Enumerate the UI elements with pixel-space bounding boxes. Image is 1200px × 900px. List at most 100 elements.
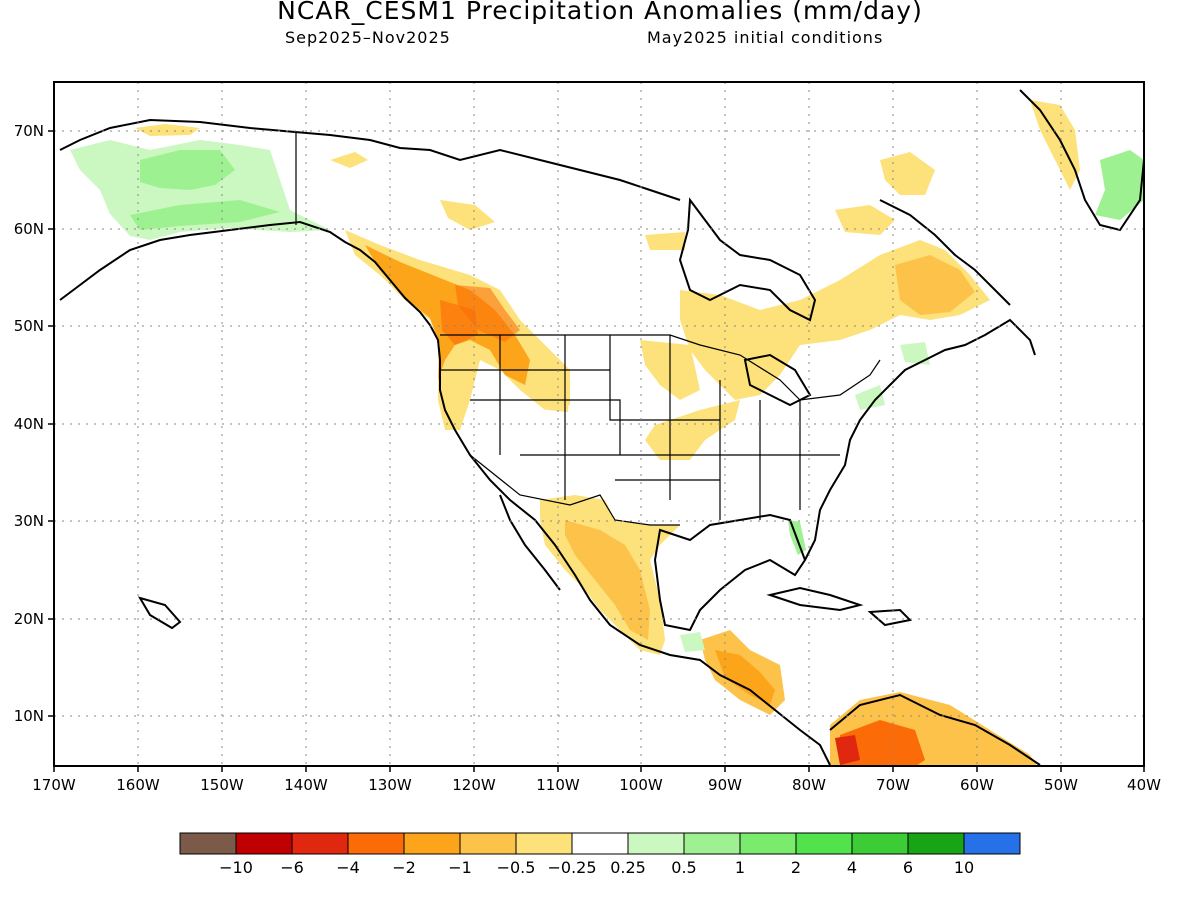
forecast-period: Sep2025–Nov2025 [285,28,451,47]
south-america-coast [829,693,1041,766]
midwest-dry [645,400,740,460]
lat-label-40n: 40N [14,415,44,433]
anomaly-shading [70,100,1144,766]
baffin-dry [880,152,935,195]
south-america-dry-core [840,720,925,766]
colorbar-swatch [347,832,405,855]
cuba [766,586,864,612]
alaska-wet-core [140,150,235,190]
colorbar-label: −10 [219,858,253,877]
mexico-dry-core [565,520,650,640]
lon-label-90w: 90W [708,776,742,794]
arctic-dry-spot-2 [645,232,685,250]
lat-label-70n: 70N [14,122,44,140]
greenland-wet [1095,150,1144,220]
lon-label-150w: 150W [200,776,244,794]
lat-labels: 70N 60N 50N 40N 30N 20N 10N [14,122,44,725]
lon-label-120w: 120W [452,776,496,794]
colorbar-swatch [179,832,237,855]
yukon-dry-spot [330,152,368,168]
colorbar-swatch [963,832,1021,855]
colorbar-label: −2 [392,858,416,877]
colorbar-swatch [683,832,741,855]
alaska-coast [59,220,831,766]
hudson-bay [678,197,817,322]
colorbar-label: 0.25 [610,858,646,877]
labrador-coast [879,199,1011,306]
lon-label-50w: 50W [1044,776,1078,794]
greenland [1019,89,1144,232]
colorbar-swatch [291,832,349,855]
colorbar-label: 6 [903,858,913,877]
us-mexico-border [469,454,680,526]
lat-label-50n: 50N [14,317,44,335]
us-canada-border [440,334,881,401]
gridlines [54,82,1144,766]
baja [499,494,561,591]
colorbar-label: −4 [336,858,360,877]
hispaniola [867,608,913,627]
lon-label-70w: 70W [876,776,910,794]
colorbar-swatch [907,832,965,855]
gulf-of-mexico [653,513,807,632]
map-plot-area [54,82,1144,766]
lon-label-140w: 140W [284,776,328,794]
initial-conditions: May2025 initial conditions [647,28,884,47]
east-coast [804,318,1036,561]
colorbar-swatch [571,832,629,855]
greenland-dry [1030,100,1080,190]
new-england-wet [855,385,885,410]
lat-ticks [48,130,54,717]
yucatan-wet [680,632,705,652]
lon-ticks [53,766,1145,772]
colorbar-label: 1 [735,858,745,877]
colorbar-label: 4 [847,858,857,877]
lat-label-30n: 30N [14,512,44,530]
state-line-4 [609,335,720,421]
lon-label-40w: 40W [1127,776,1161,794]
arctic-dry-spot-1 [440,200,495,230]
lon-label-100w: 100W [619,776,663,794]
alaska-south-wet [130,200,280,230]
political-borders [295,132,881,526]
colorbar-label: −0.5 [497,858,536,877]
lon-label-160w: 160W [116,776,160,794]
colorbar-swatch [795,832,853,855]
colorbar-swatch [627,832,685,855]
lat-label-10n: 10N [14,707,44,725]
lon-label-110w: 110W [536,776,580,794]
colorbar-label: −0.25 [547,858,596,877]
alaska-north-coast [59,118,681,201]
colorbar-label: −1 [448,858,472,877]
lon-label-80w: 80W [792,776,826,794]
hudson-east-dry [835,205,895,235]
state-line-1 [470,399,621,455]
coastlines [59,89,1144,766]
colorbar: −10 −6 −4 −2 −1 −0.5 −0.25 0.25 0.5 1 2 … [179,832,1021,877]
colorbar-label: −6 [280,858,304,877]
colorbar-label: 2 [791,858,801,877]
lon-label-130w: 130W [368,776,412,794]
lat-label-20n: 20N [14,610,44,628]
lon-label-60w: 60W [960,776,994,794]
central-america-dry-core [715,650,775,705]
lat-label-60n: 60N [14,220,44,238]
alaska-north-dry [135,124,200,136]
colorbar-label: 10 [954,858,974,877]
washington-dry [440,300,478,345]
great-basin-dry [548,380,570,412]
map-title: NCAR_CESM1 Precipitation Anomalies (mm/d… [277,0,923,25]
lon-labels: 170W 160W 150W 140W 130W 120W 110W 100W … [32,776,1161,794]
maritime-wet [900,342,930,365]
hawaii [137,596,182,630]
colorbar-label: 0.5 [671,858,696,877]
colorbar-swatch [851,832,909,855]
northern-rockies-dry [455,285,520,342]
lon-label-170w: 170W [32,776,76,794]
colorbar-swatch [515,832,573,855]
colorbar-swatch [235,832,293,855]
colorbar-swatch [403,832,461,855]
colombia-dry-peak [835,735,860,765]
labrador-dry-core [895,255,975,315]
